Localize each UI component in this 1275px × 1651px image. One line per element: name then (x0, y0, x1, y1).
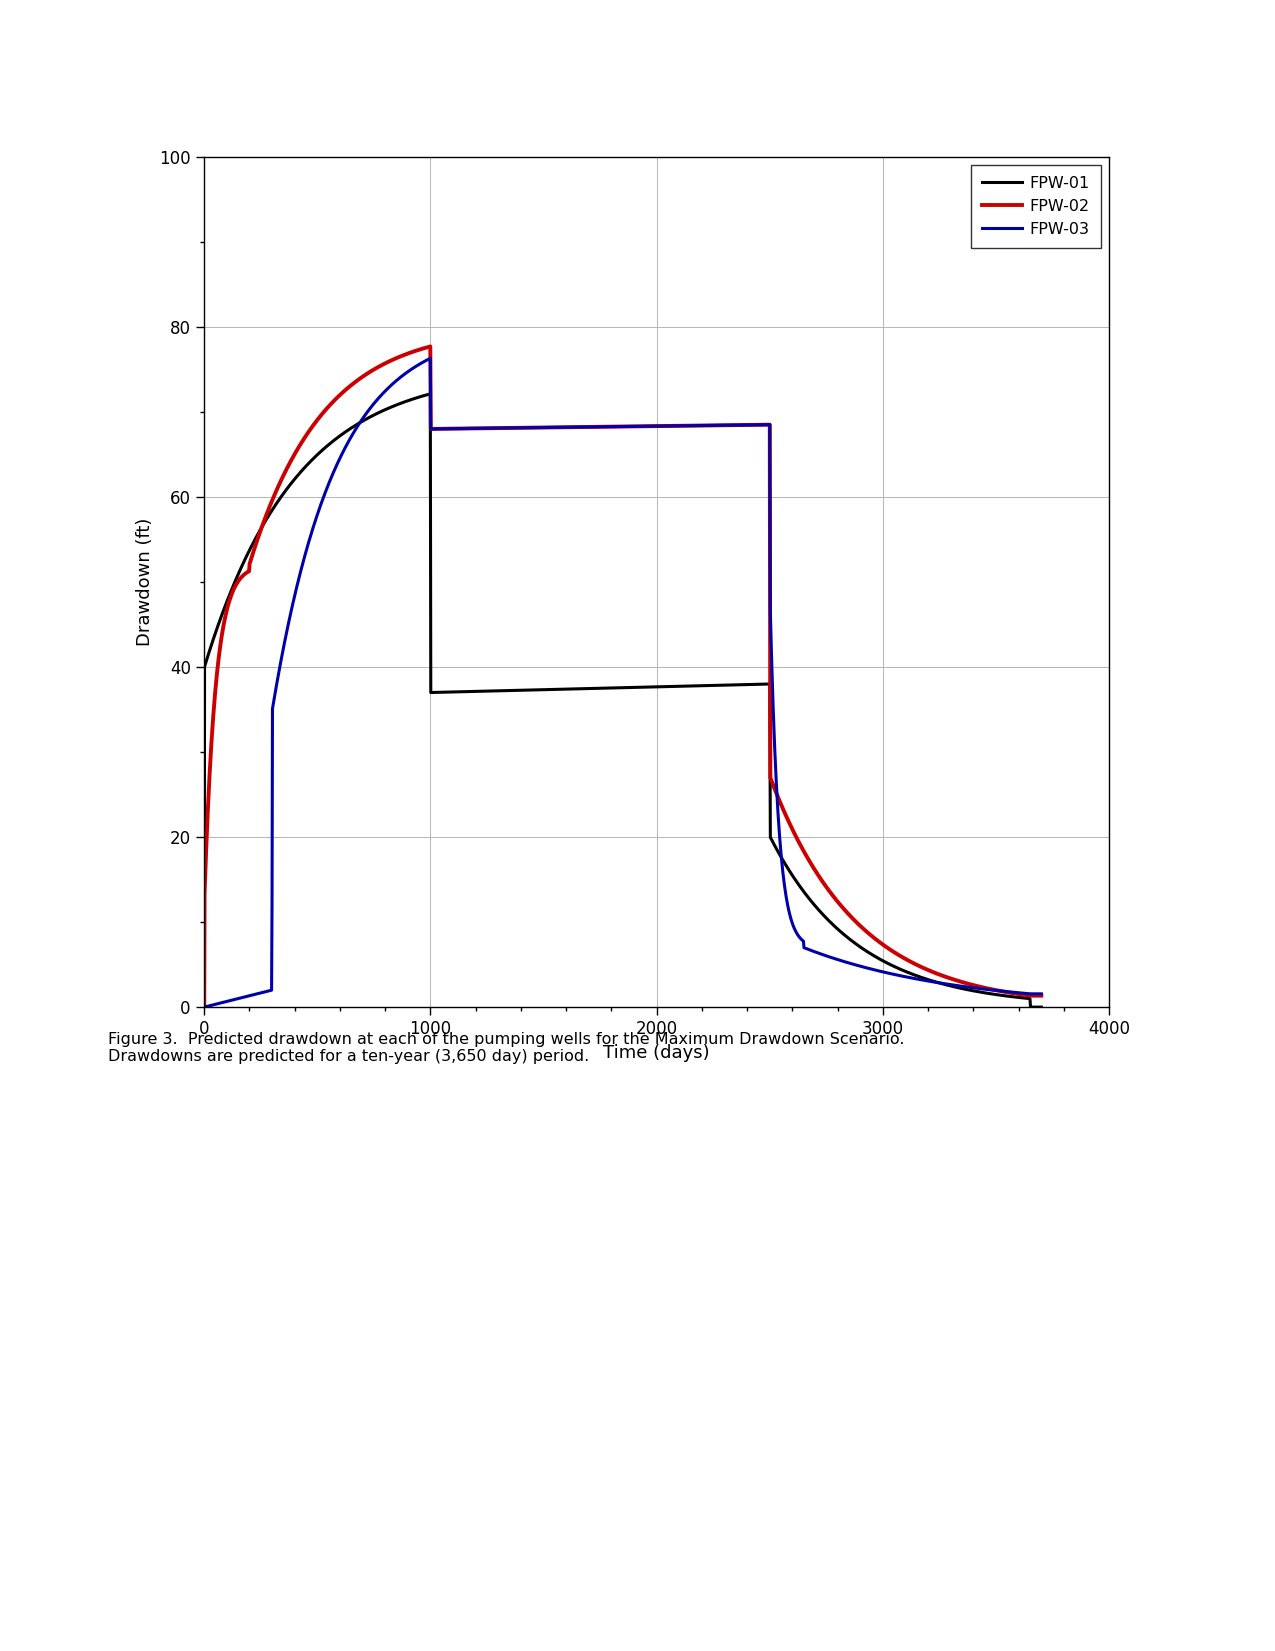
FPW-01 (627, 677, 643, 697)
FPW-03 (242, 986, 258, 1005)
FPW-03 (422, 348, 437, 368)
FPW-03 (627, 416, 643, 436)
FPW-03 (1034, 984, 1049, 1004)
FPW-01 (483, 682, 499, 702)
FPW-02 (363, 362, 379, 381)
FPW-02 (623, 416, 639, 436)
Line: FPW-03: FPW-03 (204, 358, 1042, 1007)
X-axis label: Time (days): Time (days) (603, 1043, 710, 1062)
FPW-02 (1034, 986, 1049, 1005)
FPW-01 (921, 969, 936, 989)
Legend: FPW-01, FPW-02, FPW-03: FPW-01, FPW-02, FPW-03 (970, 165, 1102, 248)
FPW-03 (363, 398, 379, 418)
FPW-02 (627, 416, 643, 436)
Line: FPW-01: FPW-01 (204, 395, 1042, 1007)
Y-axis label: Drawdown (ft): Drawdown (ft) (135, 518, 153, 646)
FPW-03 (196, 997, 212, 1017)
FPW-01 (623, 677, 639, 697)
FPW-02 (921, 961, 936, 981)
FPW-02 (242, 553, 258, 573)
FPW-02 (422, 337, 437, 357)
FPW-01 (242, 540, 258, 560)
FPW-01 (422, 385, 437, 404)
FPW-01 (363, 406, 379, 426)
FPW-03 (623, 416, 639, 436)
FPW-03 (921, 971, 936, 991)
Line: FPW-02: FPW-02 (204, 347, 1042, 1007)
Text: Figure 3.  Predicted drawdown at each of the pumping wells for the Maximum Drawd: Figure 3. Predicted drawdown at each of … (108, 1032, 905, 1065)
FPW-02 (483, 418, 499, 438)
FPW-01 (1034, 997, 1049, 1017)
FPW-02 (196, 997, 212, 1017)
FPW-03 (483, 418, 499, 438)
FPW-01 (196, 997, 212, 1017)
